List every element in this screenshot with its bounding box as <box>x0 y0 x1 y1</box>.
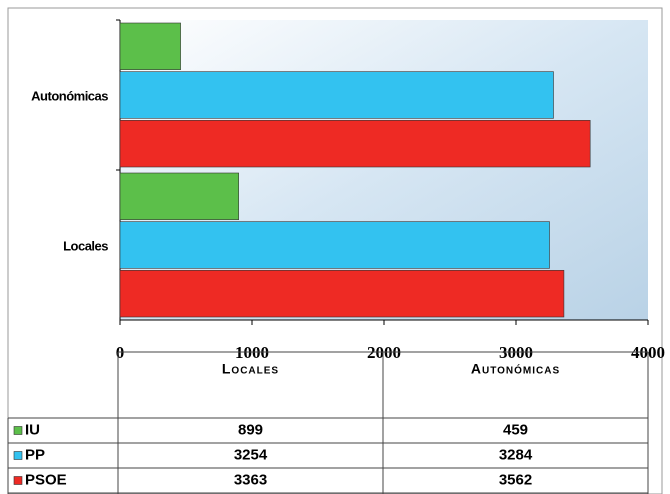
table-value: 3254 <box>234 446 268 463</box>
legend-swatch <box>13 451 23 460</box>
legend-label: IU <box>25 421 40 438</box>
legend-swatch <box>13 476 23 485</box>
plot-background <box>120 20 648 320</box>
y-tick-label: Autonómicas <box>31 88 108 103</box>
bar <box>119 120 591 168</box>
bar <box>119 270 565 318</box>
table-value: 899 <box>238 421 263 438</box>
table-value: 3562 <box>499 471 532 488</box>
table-header: Locales <box>222 361 279 377</box>
legend-label: PSOE <box>25 471 67 488</box>
bar <box>119 71 554 119</box>
bar <box>119 221 550 269</box>
table-value: 3284 <box>499 446 533 463</box>
table-value: 3363 <box>234 471 267 488</box>
table-value: 459 <box>503 421 528 438</box>
y-tick-label: Locales <box>63 238 108 253</box>
bar <box>119 22 181 70</box>
legend-swatch <box>13 426 23 435</box>
bar <box>119 172 239 220</box>
table-header: Autonómicas <box>471 361 560 377</box>
legend-label: PP <box>25 446 45 463</box>
